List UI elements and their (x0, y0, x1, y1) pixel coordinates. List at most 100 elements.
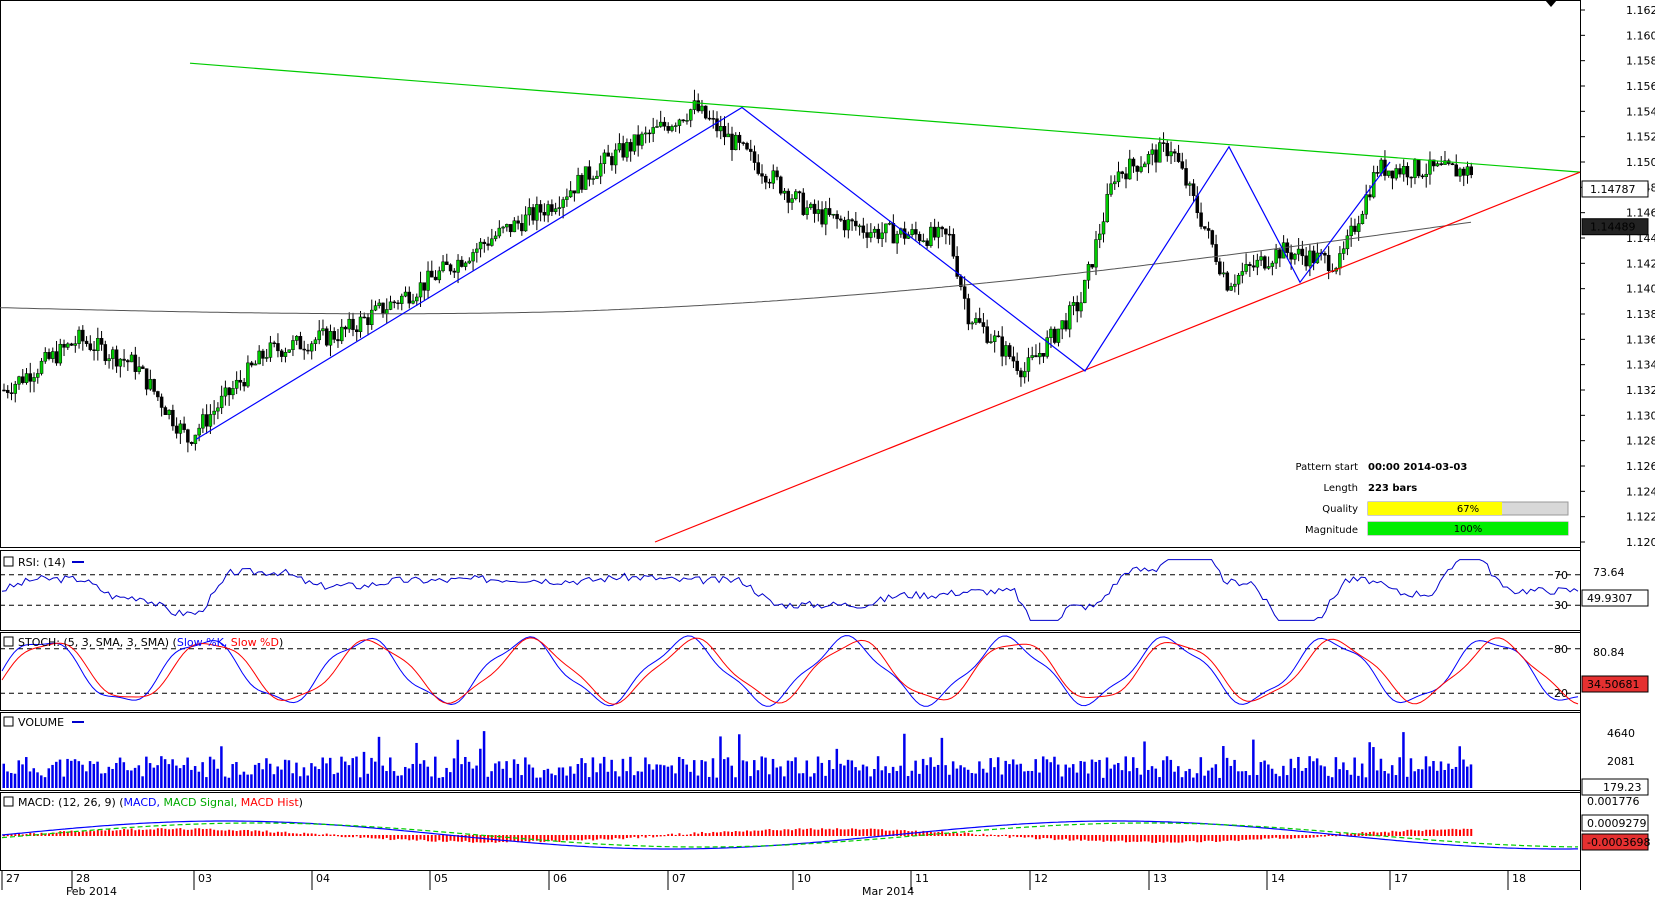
volume-bar (1053, 756, 1056, 788)
macd-hist-bar (228, 829, 231, 836)
volume-bar (1312, 761, 1315, 788)
volume-bar (700, 760, 703, 788)
candle-bear (1461, 168, 1466, 176)
macd-hist-bar (78, 831, 81, 836)
macd-hist-bar (652, 835, 655, 838)
macd-hist-bar (1064, 835, 1067, 839)
volume-bar (471, 768, 475, 788)
candle-bear (174, 425, 179, 434)
macd-hist-bar (858, 829, 861, 836)
candle-bull (1465, 166, 1470, 176)
volume-bar (903, 733, 906, 788)
candle-bear (572, 190, 577, 194)
candle-bull (137, 366, 141, 372)
volume-bar (126, 770, 129, 788)
candle-bull (658, 121, 663, 127)
candle-bear (707, 117, 712, 120)
volume-bar (1041, 756, 1045, 788)
macd-hist-bar (697, 833, 700, 836)
candle-bull (884, 223, 888, 234)
rsi-level-30: 30 (1554, 599, 1568, 612)
candle-bull (51, 351, 55, 359)
macd-hist-bar (10, 834, 13, 836)
macd-hist-bar (1410, 829, 1413, 836)
volume-bar (437, 777, 441, 788)
candle-bull (493, 235, 498, 240)
candle-bull (1240, 271, 1245, 276)
macd-hist-bar (821, 828, 824, 836)
volume-bar (145, 756, 148, 788)
macd-hist-bar (1038, 835, 1041, 840)
candle-bear (163, 407, 168, 415)
macd-hist-bar (1203, 835, 1206, 842)
candle-bull (317, 330, 321, 341)
price-tick-label: 1.1500 (1626, 156, 1655, 169)
macd-hist-bar (1470, 828, 1473, 836)
volume-bar (625, 771, 628, 788)
candle-bear (1064, 320, 1068, 330)
macd-hist-bar (408, 835, 411, 841)
candle-bear (430, 270, 434, 278)
candle-bear (1263, 256, 1267, 269)
volume-bar (1458, 746, 1461, 788)
macd-hist-bar (111, 830, 114, 836)
volume-bar (1008, 764, 1011, 788)
volume-bar (1398, 757, 1401, 788)
volume-bar (880, 770, 884, 788)
candle-bear (272, 342, 276, 345)
candle-bull (782, 190, 787, 194)
macd-hist-bar (881, 829, 884, 836)
candle-bull (921, 240, 926, 242)
volume-bar (70, 760, 73, 788)
macd-hist-bar (1004, 834, 1007, 836)
macd-hist-bar (573, 835, 576, 841)
candle-bull (377, 302, 382, 306)
volume-bar (452, 758, 456, 788)
candle-bull (700, 105, 704, 112)
volume-tick-mid: 2081 (1607, 755, 1635, 768)
volume-bar (362, 751, 366, 788)
candle-bull (1229, 286, 1233, 291)
candle-bull (1443, 160, 1447, 165)
candle-bear (133, 354, 138, 372)
volume-bar (1086, 773, 1090, 788)
candle-bear (1180, 161, 1185, 169)
volume-bar (1469, 764, 1473, 788)
volume-bar (1162, 760, 1165, 788)
candle-bear (114, 349, 119, 367)
volume-bar (948, 774, 951, 788)
macd-hist-bar (1087, 835, 1090, 841)
candle-bear (1184, 168, 1188, 186)
volume-bar (1345, 770, 1349, 788)
candle-bear (606, 152, 610, 157)
macd-hist-bar (389, 835, 392, 841)
volume-bar (88, 761, 92, 788)
volume-bar (813, 773, 816, 788)
candle-bear (433, 276, 438, 281)
candle-bull (1056, 328, 1061, 343)
candle-bull (1079, 302, 1083, 312)
candle-bull (1296, 248, 1301, 255)
candle-bull (553, 208, 558, 212)
volume-bar (137, 765, 141, 788)
volume-bar (730, 765, 733, 788)
macd-hist-bar (374, 835, 377, 839)
volume-bar (1120, 770, 1124, 788)
macd-hist-bar (761, 830, 764, 836)
day-label: 14 (1271, 872, 1285, 885)
macd-hist-bar (457, 835, 460, 842)
rsi-current-box (1581, 589, 1649, 607)
macd-hist-bar (929, 831, 932, 836)
macd-hist-bar (1286, 835, 1289, 839)
day-label: 06 (553, 872, 567, 885)
price-tick-label: 1.1200 (1626, 536, 1655, 549)
macd-hist-bar (674, 834, 677, 836)
volume-bar (1019, 763, 1022, 788)
candle-bull (219, 395, 224, 409)
volume-bar (734, 777, 737, 788)
volume-bar (1387, 773, 1390, 788)
volume-bar (884, 766, 887, 788)
svg-text:MACD: (12, 26, 9) (MACD, MACD: MACD: (12, 26, 9) (MACD, MACD Signal, MA… (18, 796, 303, 809)
volume-bar (302, 767, 306, 788)
macd-hist-bar (464, 835, 467, 841)
